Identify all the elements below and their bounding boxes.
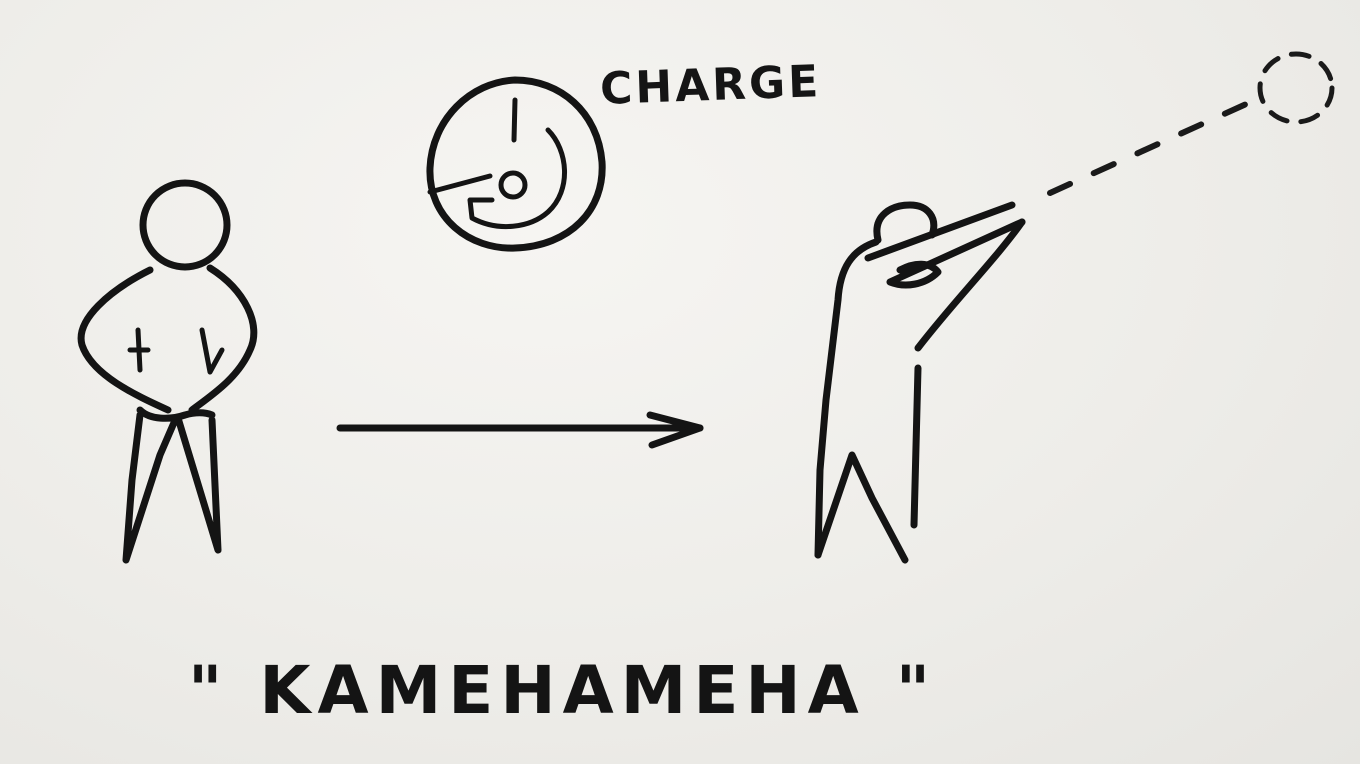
firing-figure-head bbox=[873, 201, 938, 244]
firing-figure-back bbox=[814, 238, 880, 559]
charging-figure-left-arm bbox=[77, 266, 172, 414]
charge-swirl-radius bbox=[427, 173, 493, 195]
firing-figure-front-arm bbox=[914, 218, 1026, 352]
beam-dashed-line bbox=[1047, 97, 1258, 196]
charging-figure-left-hand bbox=[127, 327, 151, 373]
firing-figure bbox=[814, 201, 1026, 564]
firing-figure-arms bbox=[864, 201, 1026, 289]
charging-figure-right-leg bbox=[174, 414, 222, 554]
charging-figure-right-hand bbox=[199, 327, 225, 375]
charge-swirl-core bbox=[498, 170, 528, 200]
charge-label: CHARGE bbox=[599, 56, 823, 115]
charge-swirl bbox=[426, 76, 606, 252]
transition-arrow bbox=[336, 411, 704, 449]
beam-trajectory bbox=[1047, 51, 1335, 196]
transition-arrow-head bbox=[646, 411, 704, 449]
charging-figure-right-arm bbox=[188, 264, 258, 414]
charge-swirl-arrow bbox=[467, 127, 567, 230]
charging-figure-head bbox=[139, 179, 231, 271]
charging-figure-left-leg bbox=[122, 411, 180, 564]
charging-figure bbox=[77, 179, 258, 564]
charge-swirl-outer-ring bbox=[426, 76, 606, 252]
firing-figure-front bbox=[910, 364, 922, 529]
charge-swirl-tick bbox=[511, 97, 518, 143]
move-name-caption: " KAMEHAMEHA " bbox=[188, 652, 938, 729]
firing-figure-legs bbox=[814, 451, 909, 564]
charging-figure-hands-cupped bbox=[136, 406, 216, 422]
beam-target-circle bbox=[1257, 51, 1335, 125]
